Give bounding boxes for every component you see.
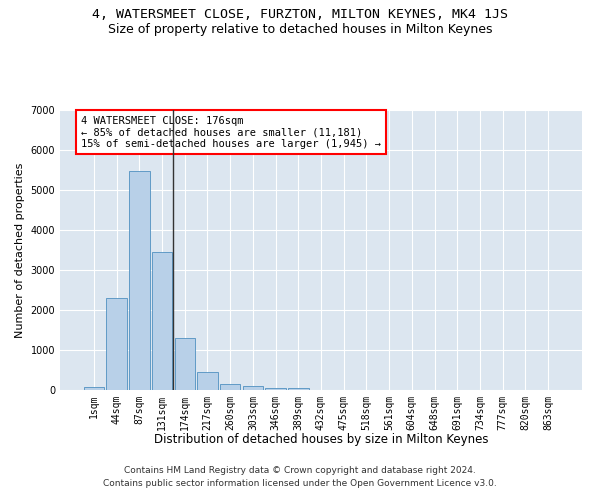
Bar [152,252,172,390]
Text: Size of property relative to detached houses in Milton Keynes: Size of property relative to detached ho… [108,22,492,36]
Bar [106,298,127,390]
Text: 4, WATERSMEET CLOSE, FURZTON, MILTON KEYNES, MK4 1JS: 4, WATERSMEET CLOSE, FURZTON, MILTON KEY… [92,8,508,20]
Text: Distribution of detached houses by size in Milton Keynes: Distribution of detached houses by size … [154,432,488,446]
Bar [84,387,104,390]
Bar [197,372,218,390]
Text: Contains HM Land Registry data © Crown copyright and database right 2024.
Contai: Contains HM Land Registry data © Crown c… [103,466,497,487]
Bar [129,171,149,390]
Y-axis label: Number of detached properties: Number of detached properties [15,162,25,338]
Bar [175,338,195,390]
Text: 4 WATERSMEET CLOSE: 176sqm
← 85% of detached houses are smaller (11,181)
15% of : 4 WATERSMEET CLOSE: 176sqm ← 85% of deta… [81,116,381,149]
Bar [288,388,308,390]
Bar [265,388,286,390]
Bar [242,386,263,390]
Bar [220,384,241,390]
